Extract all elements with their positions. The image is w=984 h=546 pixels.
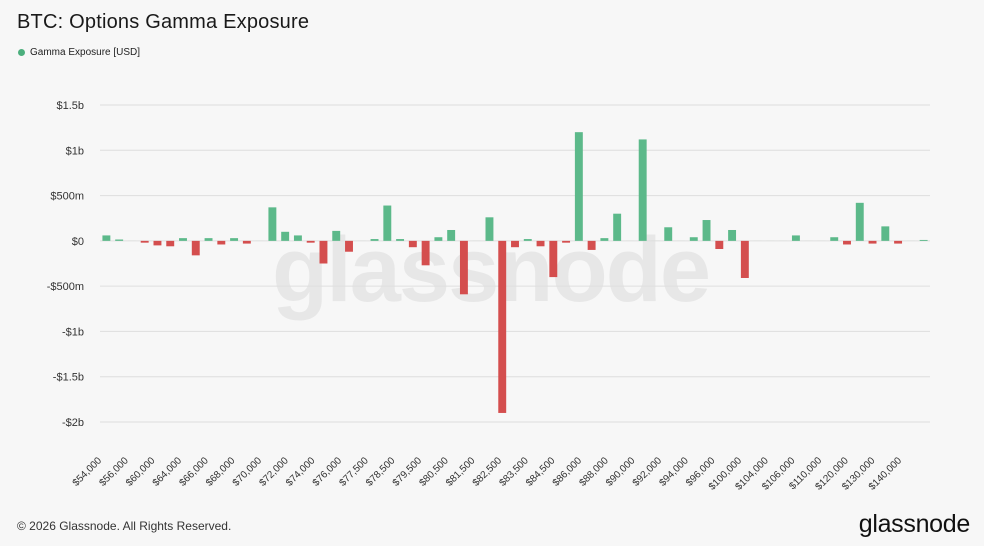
copyright-text: © 2026 Glassnode. All Rights Reserved.	[17, 519, 232, 533]
page-title: BTC: Options Gamma Exposure	[17, 11, 310, 33]
bar[interactable]	[523, 239, 532, 241]
y-tick-label: $0	[72, 236, 84, 248]
bars	[102, 132, 928, 413]
bar[interactable]	[396, 239, 405, 241]
y-tick-label: -$2b	[62, 417, 84, 429]
bar[interactable]	[549, 240, 558, 278]
bar[interactable]	[791, 235, 800, 241]
bar[interactable]	[562, 240, 571, 243]
bar[interactable]	[868, 240, 877, 244]
bar[interactable]	[408, 240, 417, 248]
bar[interactable]	[332, 230, 341, 241]
bar[interactable]	[894, 240, 903, 244]
bar[interactable]	[855, 202, 864, 241]
y-tick-label: $1.5b	[56, 100, 84, 112]
bar[interactable]	[242, 240, 251, 244]
bar[interactable]	[600, 238, 609, 241]
bar[interactable]	[459, 240, 468, 295]
y-tick-label: -$500m	[47, 281, 84, 293]
y-tick-label: -$1.5b	[53, 372, 84, 384]
bar[interactable]	[447, 229, 456, 241]
bar[interactable]	[574, 132, 583, 241]
bar[interactable]	[319, 240, 328, 264]
bar[interactable]	[638, 139, 647, 241]
bar[interactable]	[740, 240, 749, 278]
bar[interactable]	[715, 240, 724, 250]
bar[interactable]	[728, 229, 737, 241]
bar[interactable]	[881, 226, 890, 241]
bar[interactable]	[230, 238, 239, 241]
bar[interactable]	[115, 239, 124, 241]
bar[interactable]	[204, 238, 213, 241]
bar[interactable]	[498, 240, 507, 413]
bar[interactable]	[511, 240, 519, 248]
bar[interactable]	[370, 239, 379, 241]
legend-label: Gamma Exposure [USD]	[30, 47, 141, 58]
bar[interactable]	[191, 240, 200, 256]
bar[interactable]	[664, 227, 673, 241]
grid-lines	[100, 104, 930, 423]
bar[interactable]	[702, 220, 711, 241]
legend-dot-icon	[18, 49, 25, 56]
bar[interactable]	[536, 240, 545, 247]
bar[interactable]	[383, 205, 392, 241]
bar[interactable]	[293, 235, 302, 241]
bar[interactable]	[153, 240, 162, 246]
bar[interactable]	[919, 239, 928, 241]
bar[interactable]	[140, 240, 149, 243]
bar[interactable]	[268, 207, 277, 241]
bar[interactable]	[306, 240, 315, 243]
bar[interactable]	[689, 237, 698, 241]
legend[interactable]: Gamma Exposure [USD]	[18, 47, 140, 58]
y-tick-label: $500m	[50, 191, 84, 203]
bar[interactable]	[843, 240, 851, 245]
bar[interactable]	[485, 217, 494, 241]
bar[interactable]	[166, 240, 175, 247]
bar[interactable]	[434, 237, 443, 241]
bar[interactable]	[217, 240, 226, 245]
bar[interactable]	[421, 240, 430, 266]
bar[interactable]	[587, 240, 596, 250]
x-axis-ticks: $54,000$56,000$60,000$64,000$66,000$68,0…	[71, 455, 905, 493]
bar[interactable]	[345, 240, 353, 252]
bar[interactable]	[830, 237, 839, 241]
bar[interactable]	[281, 231, 290, 241]
y-tick-label: -$1b	[62, 326, 84, 338]
y-axis-ticks: $1.5b $1b $500m $0 -$500m -$1b -$1.5b -$2b	[47, 100, 84, 429]
y-tick-label: $1b	[66, 145, 84, 157]
bar[interactable]	[102, 235, 111, 241]
bar[interactable]	[179, 238, 187, 241]
brand-logo[interactable]: glassnode	[858, 510, 971, 538]
bar[interactable]	[613, 213, 622, 241]
